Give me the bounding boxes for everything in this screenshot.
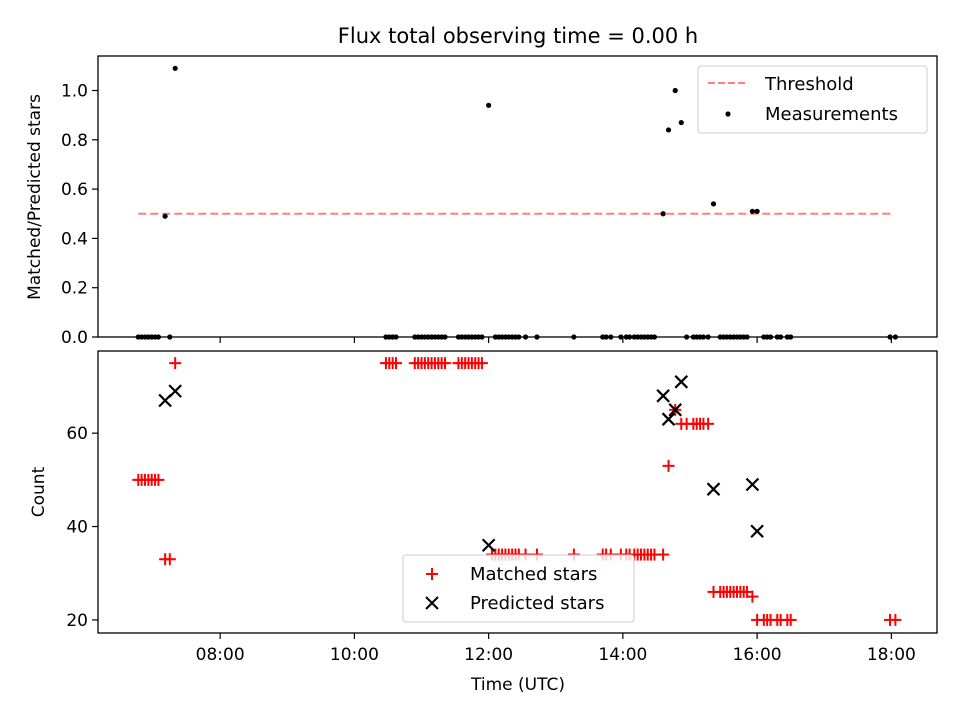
ratio-y-tick-label: 0.4 [61,229,88,249]
measurement-point [162,213,168,219]
count-legend: Matched stars Predicted stars [402,554,635,623]
count-y-axis-label: Count [29,466,49,517]
predicted-star-point [674,375,689,389]
count-y-tick-label: 40 [66,518,88,538]
x-axis-label: Time (UTC) [470,675,565,695]
measurement-point [678,119,684,126]
x-tick-label: 14:00 [598,645,647,665]
count-panel: 08:00 10:00 12:00 14:00 16:00 18:00 20 40 60 Cou… [29,350,938,695]
predicted-star-point [481,538,496,553]
matched-star-point [702,417,715,430]
count-axes: 08:00 10:00 12:00 14:00 16:00 18:00 20 40 60 [66,424,915,665]
ratio-y-tick-label: 0.2 [61,279,88,299]
ratio-y-tick-label: 0.6 [61,180,88,200]
matched-star-point [439,357,452,370]
ratio-plot-frame [97,55,938,338]
measurement-point [710,201,717,207]
x-tick-label: 16:00 [733,645,782,665]
matched-star-point [657,548,670,561]
measurement-point [749,208,756,214]
measurements-legend-marker [725,111,731,117]
measurement-point [660,211,666,217]
x-tick-label: 10:00 [330,645,379,665]
predicted-star-point [168,384,182,398]
x-tick-label: 08:00 [196,645,245,665]
matched-star-point [152,473,165,486]
count-legend-frame [402,554,635,623]
matched-legend-label: Matched stars [470,564,597,585]
matched-star-point [784,613,797,626]
measurement-point [672,87,678,94]
matched-star-point [746,590,759,603]
measurements-legend-label: Measurements [765,104,898,125]
threshold-legend-label: Threshold [764,74,854,95]
predicted-legend-label: Predicted stars [470,593,604,614]
matched-star-point [390,357,403,370]
x-tick-label: 18:00 [867,645,916,665]
ratio-axes: 0.0 0.2 0.4 0.6 0.8 1.0 [61,82,892,348]
count-y-tick-label: 60 [66,424,88,444]
predicted-star-point [745,477,760,492]
matched-legend-marker [426,568,438,580]
ratio-legend: Threshold Measurements [697,65,928,134]
measurement-point [486,102,492,108]
predicted-star-point [656,389,670,403]
predicted-legend-marker [425,596,439,610]
measurement-point [754,208,760,214]
ratio-panel: 0.0 0.2 0.4 0.6 0.8 1.0 Matched/Predicted sta… [25,55,938,348]
matched-star-point [889,613,902,626]
ratio-y-tick-label: 1.0 [61,82,88,102]
ratio-legend-frame [697,65,928,134]
count-y-tick-label: 20 [66,611,88,631]
figure-title: Flux total observing time = 0.00 h [338,24,698,48]
matched-star-point [163,553,176,566]
matched-star-point [475,357,488,370]
predicted-star-point [668,403,683,417]
ratio-y-axis-label: Matched/Predicted stars [25,94,45,300]
ratio-y-tick-label: 0.0 [61,328,88,348]
count-plot-frame [97,350,938,634]
predicted-star-point [706,482,721,496]
matched-star-point [169,357,182,370]
matched-star-point [662,459,675,472]
predicted-star-point [750,524,764,538]
measurement-point [172,65,178,71]
measurement-point [665,127,672,133]
x-tick-label: 12:00 [464,645,513,665]
predicted-star-point [661,412,676,426]
ratio-y-tick-label: 0.8 [61,131,88,151]
